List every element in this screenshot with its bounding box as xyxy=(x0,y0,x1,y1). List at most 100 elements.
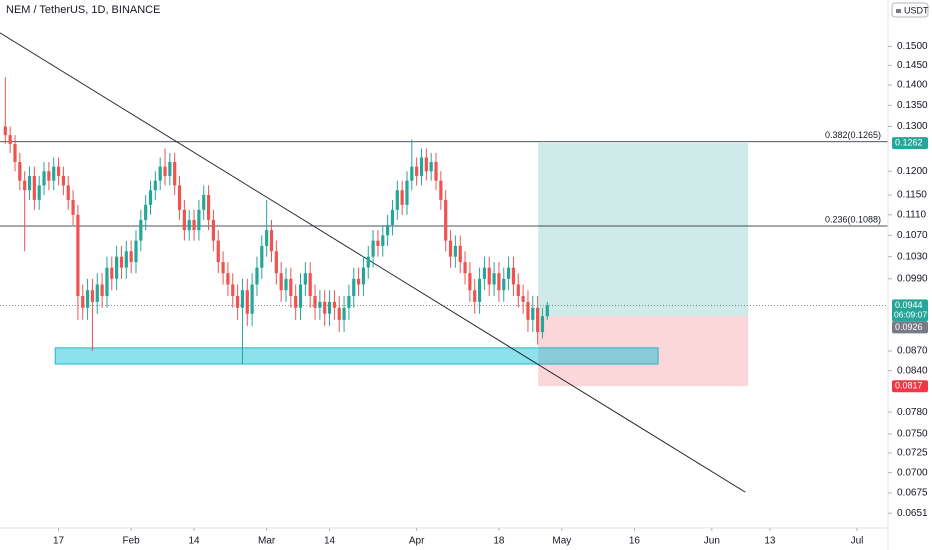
candle-body xyxy=(129,251,133,263)
candle-body xyxy=(303,273,307,285)
candle-body xyxy=(245,290,249,314)
candle-body xyxy=(347,296,351,308)
candle-body xyxy=(139,219,143,241)
candle-body xyxy=(85,290,90,308)
candle-body xyxy=(395,190,399,210)
candle-body xyxy=(390,209,395,226)
candle-body xyxy=(197,209,201,231)
target-price-label-box xyxy=(892,137,928,150)
candle-body xyxy=(226,273,230,285)
y-tick-label: 0.1350 xyxy=(897,100,928,111)
candle-body xyxy=(410,166,414,181)
candle-body xyxy=(540,316,545,333)
y-tick-label: 0.0840 xyxy=(897,365,928,376)
candle-body xyxy=(187,219,191,231)
candle-body xyxy=(371,240,375,257)
y-tick-label: 0.1450 xyxy=(897,60,928,71)
x-tick-label: 14 xyxy=(188,536,200,547)
candle-body xyxy=(284,278,288,291)
candle-body xyxy=(323,301,327,314)
candle-body xyxy=(516,284,520,297)
candle-body xyxy=(110,267,114,279)
chart-title: NEM / TetherUS, 1D, BINANCE xyxy=(6,4,160,16)
x-tick-label: 18 xyxy=(493,536,505,547)
candle-body xyxy=(279,273,283,291)
candle-body xyxy=(521,296,525,302)
candle-body xyxy=(182,209,186,231)
candle-body xyxy=(168,162,172,176)
candle-body xyxy=(52,166,56,181)
x-tick-label: Mar xyxy=(258,536,276,547)
candle-body xyxy=(27,175,32,191)
candle-body xyxy=(386,225,390,236)
fib-level-label: 0.236(0.1088) xyxy=(825,214,881,224)
candle-body xyxy=(352,278,356,297)
candle-body xyxy=(23,180,27,191)
candle-body xyxy=(294,296,298,308)
candle-body xyxy=(8,135,12,144)
candle-body xyxy=(511,267,516,285)
countdown-label: 06:09:07 xyxy=(894,310,927,320)
y-tick-label: 0.1150 xyxy=(897,190,927,201)
candle-body xyxy=(381,235,385,246)
x-tick-label: 17 xyxy=(53,536,65,547)
candle-body xyxy=(502,278,506,291)
candle-body xyxy=(318,301,322,308)
candle-body xyxy=(47,171,51,181)
candle-body xyxy=(90,290,95,302)
candle-body xyxy=(444,199,448,241)
candle-body xyxy=(115,256,119,279)
candle-body xyxy=(313,296,317,308)
candle-body xyxy=(468,273,472,291)
candle-body xyxy=(192,219,196,231)
candle-body xyxy=(119,256,124,268)
candle-body xyxy=(255,267,259,285)
lock-icon xyxy=(896,9,901,13)
candle-body xyxy=(415,166,419,176)
candle-body xyxy=(463,262,467,274)
currency-label: USDT xyxy=(904,5,929,15)
plot-area xyxy=(0,32,888,493)
candle-body xyxy=(448,240,453,257)
y-tick-label: 0.0780 xyxy=(897,407,928,418)
y-tick-label: 0.1200 xyxy=(897,166,928,177)
candle-body xyxy=(163,166,167,176)
candle-body xyxy=(376,240,380,246)
candle-body xyxy=(250,284,254,314)
fib-level-label: 0.382(0.1265) xyxy=(825,130,881,140)
x-tick-label: May xyxy=(552,536,571,547)
candle-body xyxy=(424,157,428,172)
currency-button[interactable] xyxy=(891,2,929,18)
candle-body xyxy=(144,204,148,220)
candle-body xyxy=(356,278,361,285)
candle-body xyxy=(439,180,443,200)
candle-body xyxy=(216,240,220,263)
candle-body xyxy=(37,185,41,200)
candle-body xyxy=(429,162,433,172)
candle-body xyxy=(158,166,162,181)
candle-body xyxy=(400,190,404,205)
position-stop-area xyxy=(538,316,749,387)
stop-price-label: 0.0817 xyxy=(895,381,923,391)
y-tick-label: 0.0870 xyxy=(897,346,928,357)
candle-body xyxy=(289,278,293,297)
candle-body xyxy=(487,267,491,285)
stop-price-label-box xyxy=(892,380,928,393)
candle-body xyxy=(13,143,17,163)
candle-body xyxy=(419,157,424,176)
y-tick-label: 0.0725 xyxy=(897,448,928,459)
candle-body xyxy=(473,290,477,302)
entry-price-label: 0.0926 xyxy=(895,322,923,332)
last-price-box xyxy=(892,299,928,322)
last-price-label: 0.0944 xyxy=(895,300,923,310)
candle-body xyxy=(71,199,75,215)
candle-body xyxy=(536,307,540,333)
y-tick-label: 0.1110 xyxy=(897,209,927,220)
candle-body xyxy=(221,262,225,274)
candle-body xyxy=(3,126,7,136)
candle-body xyxy=(342,307,346,320)
candle-body xyxy=(507,267,511,279)
candle-body xyxy=(100,284,104,297)
